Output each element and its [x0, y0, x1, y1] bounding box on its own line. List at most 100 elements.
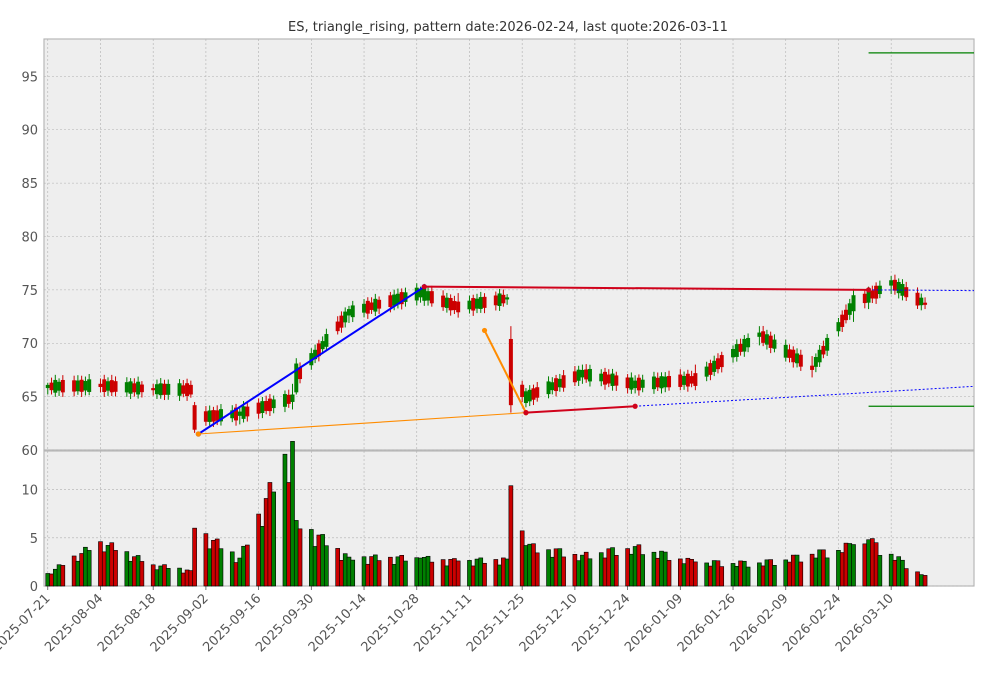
volume-bar: [388, 556, 393, 587]
candle-body: [527, 389, 532, 402]
candle-body: [625, 377, 630, 389]
volume-bar: [237, 557, 243, 587]
candle-body: [520, 384, 525, 398]
volume-bar: [105, 545, 111, 587]
volume-bar: [184, 569, 190, 587]
volume-bar: [821, 549, 826, 587]
candle-body: [369, 302, 374, 310]
price-tick-label: 75: [21, 284, 38, 299]
candle-body: [531, 388, 536, 400]
candle-body: [523, 391, 528, 404]
lower-trend-line-extension: [635, 385, 975, 407]
candle-body: [109, 380, 114, 393]
candle-body: [889, 280, 894, 286]
price-tick-label: 80: [21, 230, 38, 245]
volume-bar: [154, 569, 160, 587]
candle-body: [689, 376, 694, 384]
candle-body: [441, 295, 446, 308]
volume-bar: [316, 534, 322, 587]
candle-body: [426, 291, 431, 301]
candle-body: [128, 381, 133, 394]
volume-bar: [271, 491, 276, 587]
volume-bar: [870, 538, 875, 587]
volume-bar: [56, 564, 62, 587]
candle-body: [896, 281, 901, 294]
volume-bar: [297, 528, 303, 587]
candle-body: [836, 322, 841, 332]
volume-bar: [482, 562, 487, 587]
volume-bar: [862, 543, 868, 587]
candle-body: [166, 383, 171, 395]
volume-bar: [346, 556, 352, 587]
candle-body: [418, 288, 423, 298]
volume-bar: [79, 553, 84, 587]
volume-bar: [817, 549, 822, 587]
candle-body: [395, 293, 400, 305]
volume-bar: [369, 556, 374, 587]
candle-body: [350, 305, 355, 318]
volume-bar: [162, 564, 167, 587]
volume-bar: [501, 557, 506, 587]
candle-body: [185, 383, 190, 397]
volume-bar: [229, 551, 235, 587]
lower-trend-line-start-point: [523, 410, 529, 416]
volume-bar: [580, 554, 585, 587]
volume-bar: [892, 559, 898, 587]
candle-body: [139, 384, 144, 393]
volume-bar: [52, 568, 58, 587]
resistance-line-start-point: [421, 284, 427, 290]
candle-body: [207, 410, 212, 422]
volume-bar: [572, 553, 578, 587]
volume-bar: [474, 558, 480, 587]
volume-bar: [373, 554, 378, 587]
candle-body: [203, 411, 208, 422]
volume-bar: [98, 541, 103, 587]
volume-bar: [531, 543, 536, 587]
candle-body: [75, 380, 80, 392]
volume-bar: [414, 557, 420, 587]
candle-body: [136, 381, 141, 395]
candle-body: [282, 394, 287, 407]
candle-body: [83, 380, 88, 391]
candle-body: [234, 407, 239, 421]
volume-bar: [233, 562, 239, 587]
candle-body: [557, 378, 562, 388]
volume-bar: [519, 530, 525, 587]
candle-body: [286, 394, 291, 404]
candle-body: [798, 354, 803, 367]
volume-bar: [376, 560, 382, 587]
candle-body: [132, 383, 137, 393]
volume-bar: [218, 548, 224, 587]
volume-bar: [75, 560, 81, 587]
price-tick-label: 70: [21, 337, 38, 352]
candle-body: [267, 398, 272, 412]
candle-body: [422, 288, 427, 301]
candle-body: [414, 287, 419, 301]
candle-body: [162, 383, 167, 395]
volume-bar: [651, 551, 657, 587]
volume-bars-group: [45, 441, 928, 587]
candle-body: [45, 384, 50, 389]
volume-bar: [158, 565, 164, 587]
volume-bar: [263, 498, 269, 587]
candle-body: [847, 303, 852, 315]
volume-bar: [71, 555, 77, 587]
candle-body: [923, 302, 928, 305]
volume-bar: [101, 551, 107, 587]
resistance-line-extension: [868, 289, 975, 292]
candle-body: [113, 381, 118, 392]
candle-body: [192, 405, 197, 430]
candle-body: [241, 406, 246, 419]
candle-body: [264, 401, 269, 411]
candle-body: [813, 357, 818, 367]
candle-body: [392, 294, 397, 306]
volume-bar: [256, 513, 261, 587]
volume-bar: [312, 546, 318, 587]
candle-body: [663, 376, 668, 388]
volume-bar: [757, 562, 762, 587]
volume-bar: [708, 565, 713, 587]
candle-body: [731, 348, 736, 358]
volume-bar: [764, 559, 770, 587]
volume-bar: [738, 560, 743, 587]
